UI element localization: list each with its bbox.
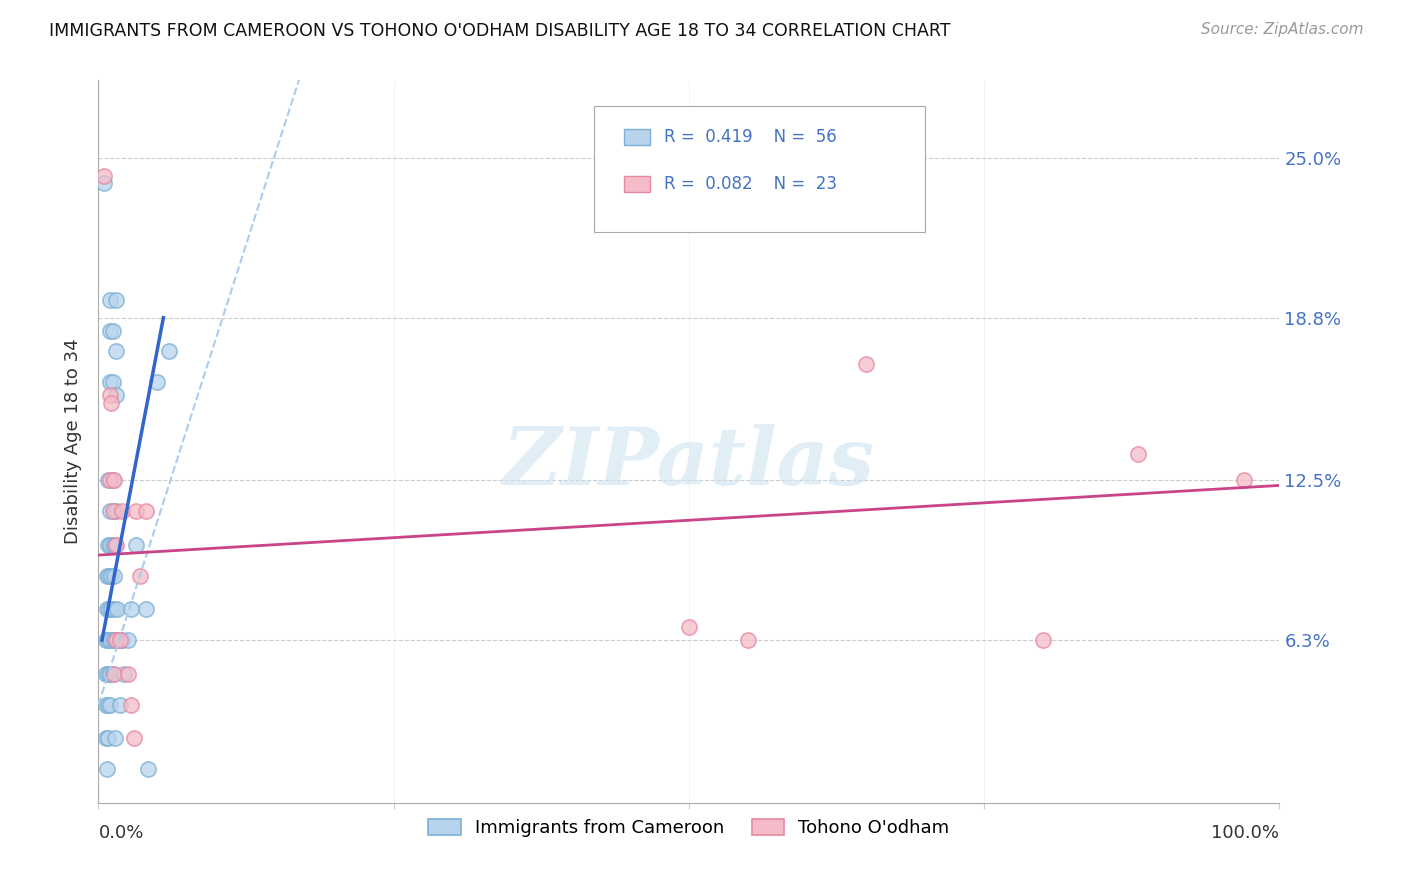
Point (101, 504, 124, 518)
Point (101, 666, 124, 681)
Point (98, 473, 121, 487)
Point (97, 473, 120, 487)
Point (125, 538, 148, 552)
Point (117, 666, 139, 681)
Point (96, 762, 118, 776)
Point (98, 666, 121, 681)
Point (100, 602, 122, 616)
Point (103, 568, 125, 582)
Point (108, 633, 131, 648)
Point (94, 731, 117, 746)
Point (104, 538, 127, 552)
Text: 0.0%: 0.0% (98, 824, 143, 842)
Point (93, 177, 115, 191)
Point (737, 633, 759, 648)
Point (97, 633, 120, 648)
Point (105, 344, 128, 359)
Point (105, 538, 128, 552)
Point (101, 633, 124, 648)
Point (101, 324, 124, 338)
Point (855, 357, 877, 371)
Point (135, 504, 157, 518)
Point (97, 666, 120, 681)
Y-axis label: Disability Age 18 to 34: Disability Age 18 to 34 (65, 339, 83, 544)
Point (105, 602, 128, 616)
Point (146, 375, 169, 389)
Point (100, 396, 122, 410)
Point (94, 666, 117, 681)
Point (108, 633, 131, 648)
Point (108, 698, 131, 712)
Point (93, 169, 115, 183)
FancyBboxPatch shape (624, 177, 650, 193)
Point (125, 504, 148, 518)
Point (136, 762, 159, 776)
Point (1126, 447, 1149, 461)
Text: R =  0.419    N =  56: R = 0.419 N = 56 (664, 128, 837, 146)
Point (678, 620, 700, 634)
Point (103, 602, 125, 616)
Point (105, 388, 128, 402)
Point (98, 698, 121, 712)
Point (98, 538, 121, 552)
Point (103, 473, 125, 487)
Point (98, 388, 121, 402)
Point (105, 504, 128, 518)
Text: ZIPatlas: ZIPatlas (503, 425, 875, 502)
FancyBboxPatch shape (595, 105, 925, 232)
Point (98, 602, 121, 616)
Point (128, 568, 150, 582)
Point (103, 666, 125, 681)
Point (98, 293, 121, 307)
Point (112, 666, 135, 681)
Point (98, 568, 121, 582)
Text: Source: ZipAtlas.com: Source: ZipAtlas.com (1201, 22, 1364, 37)
Point (94, 698, 117, 712)
Point (157, 344, 180, 359)
Point (98, 504, 121, 518)
Point (105, 633, 128, 648)
Point (97, 538, 120, 552)
Point (122, 731, 145, 746)
Point (111, 633, 134, 648)
Point (97, 731, 120, 746)
Point (135, 602, 157, 616)
Point (1233, 473, 1256, 487)
Text: IMMIGRANTS FROM CAMEROON VS TOHONO O'ODHAM DISABILITY AGE 18 TO 34 CORRELATION C: IMMIGRANTS FROM CAMEROON VS TOHONO O'ODH… (49, 22, 950, 40)
Legend: Immigrants from Cameroon, Tohono O'odham: Immigrants from Cameroon, Tohono O'odham (420, 812, 957, 845)
Point (98, 375, 121, 389)
FancyBboxPatch shape (624, 129, 650, 145)
Point (104, 633, 127, 648)
Point (101, 538, 124, 552)
Point (98, 324, 121, 338)
Point (97, 698, 120, 712)
Point (96, 568, 118, 582)
Point (101, 375, 124, 389)
Point (105, 633, 128, 648)
Text: R =  0.082    N =  23: R = 0.082 N = 23 (664, 176, 837, 194)
Point (121, 698, 143, 712)
Point (96, 602, 118, 616)
Point (98, 633, 121, 648)
Text: 100.0%: 100.0% (1212, 824, 1279, 842)
Point (1032, 633, 1054, 648)
Point (100, 568, 122, 582)
Point (105, 293, 128, 307)
Point (104, 731, 127, 746)
Point (117, 633, 139, 648)
Point (111, 504, 134, 518)
Point (94, 633, 117, 648)
Point (101, 473, 124, 487)
Point (121, 602, 143, 616)
Point (103, 504, 125, 518)
